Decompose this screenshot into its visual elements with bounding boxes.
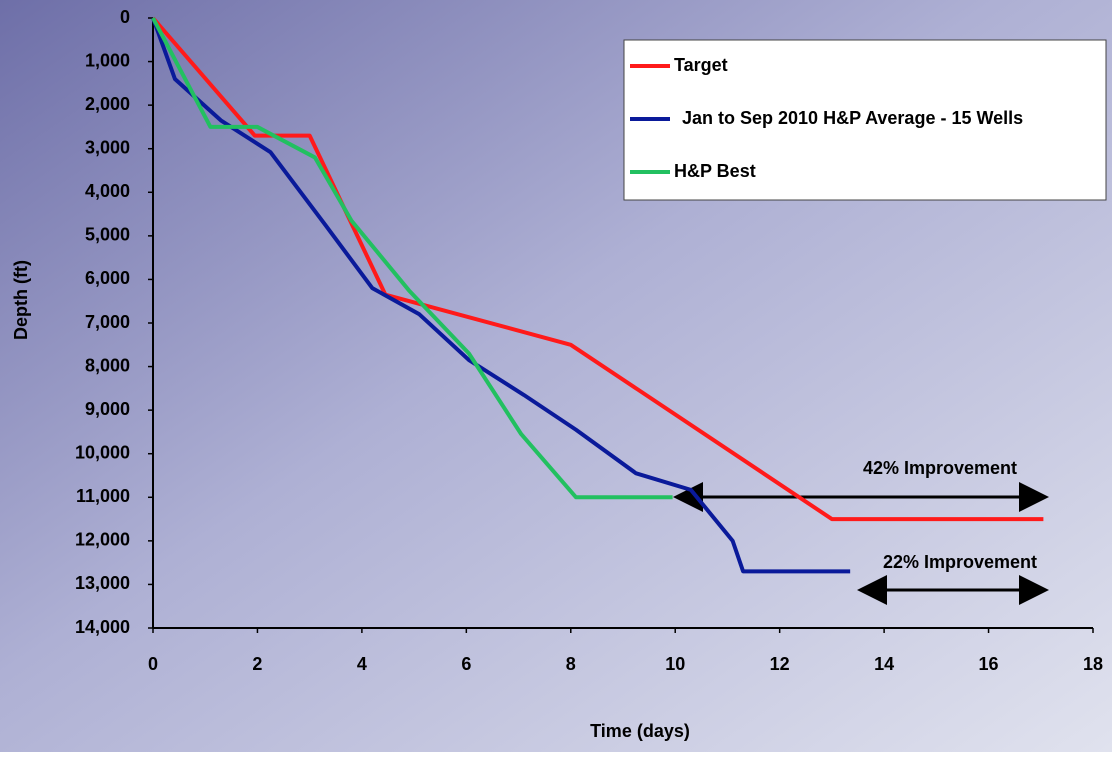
legend-label: H&P Best (674, 161, 756, 181)
y-tick-label: 6,000 (85, 268, 130, 288)
x-tick-label: 6 (461, 654, 471, 674)
y-tick-label: 3,000 (85, 137, 130, 157)
y-tick-label: 13,000 (75, 573, 130, 593)
y-tick-label: 8,000 (85, 355, 130, 375)
y-tick-label: 5,000 (85, 225, 130, 245)
y-tick-label: 11,000 (76, 486, 130, 506)
annotation: 22% Improvement (883, 552, 1037, 572)
y-tick-label: 4,000 (85, 181, 130, 201)
x-axis-label: Time (days) (590, 721, 690, 741)
y-tick-label: 9,000 (85, 399, 130, 419)
y-tick-label: 7,000 (85, 312, 130, 332)
x-tick-label: 12 (770, 654, 790, 674)
x-tick-label: 10 (665, 654, 685, 674)
y-tick-label: 12,000 (75, 530, 130, 550)
x-tick-label: 0 (148, 654, 158, 674)
chart: Time (days) Depth (ft) 42% Improvement 2… (0, 0, 1112, 752)
x-tick-label: 8 (566, 654, 576, 674)
x-tick-label: 18 (1083, 654, 1103, 674)
x-tick-label: 14 (874, 654, 894, 674)
y-tick-label: 2,000 (85, 94, 130, 114)
y-tick-label: 1,000 (85, 50, 130, 70)
legend-label: Jan to Sep 2010 H&P Average - 15 Wells (682, 108, 1023, 128)
y-tick-label: 0 (120, 7, 130, 27)
x-tick-label: 16 (979, 654, 999, 674)
annotation: 42% Improvement (863, 458, 1017, 478)
legend-label: Target (674, 55, 728, 75)
y-axis-label: Depth (ft) (11, 260, 31, 340)
x-tick-label: 2 (252, 654, 262, 674)
y-tick-label: 14,000 (75, 617, 130, 637)
x-tick-label: 4 (357, 654, 367, 674)
y-tick-label: 10,000 (75, 442, 130, 462)
